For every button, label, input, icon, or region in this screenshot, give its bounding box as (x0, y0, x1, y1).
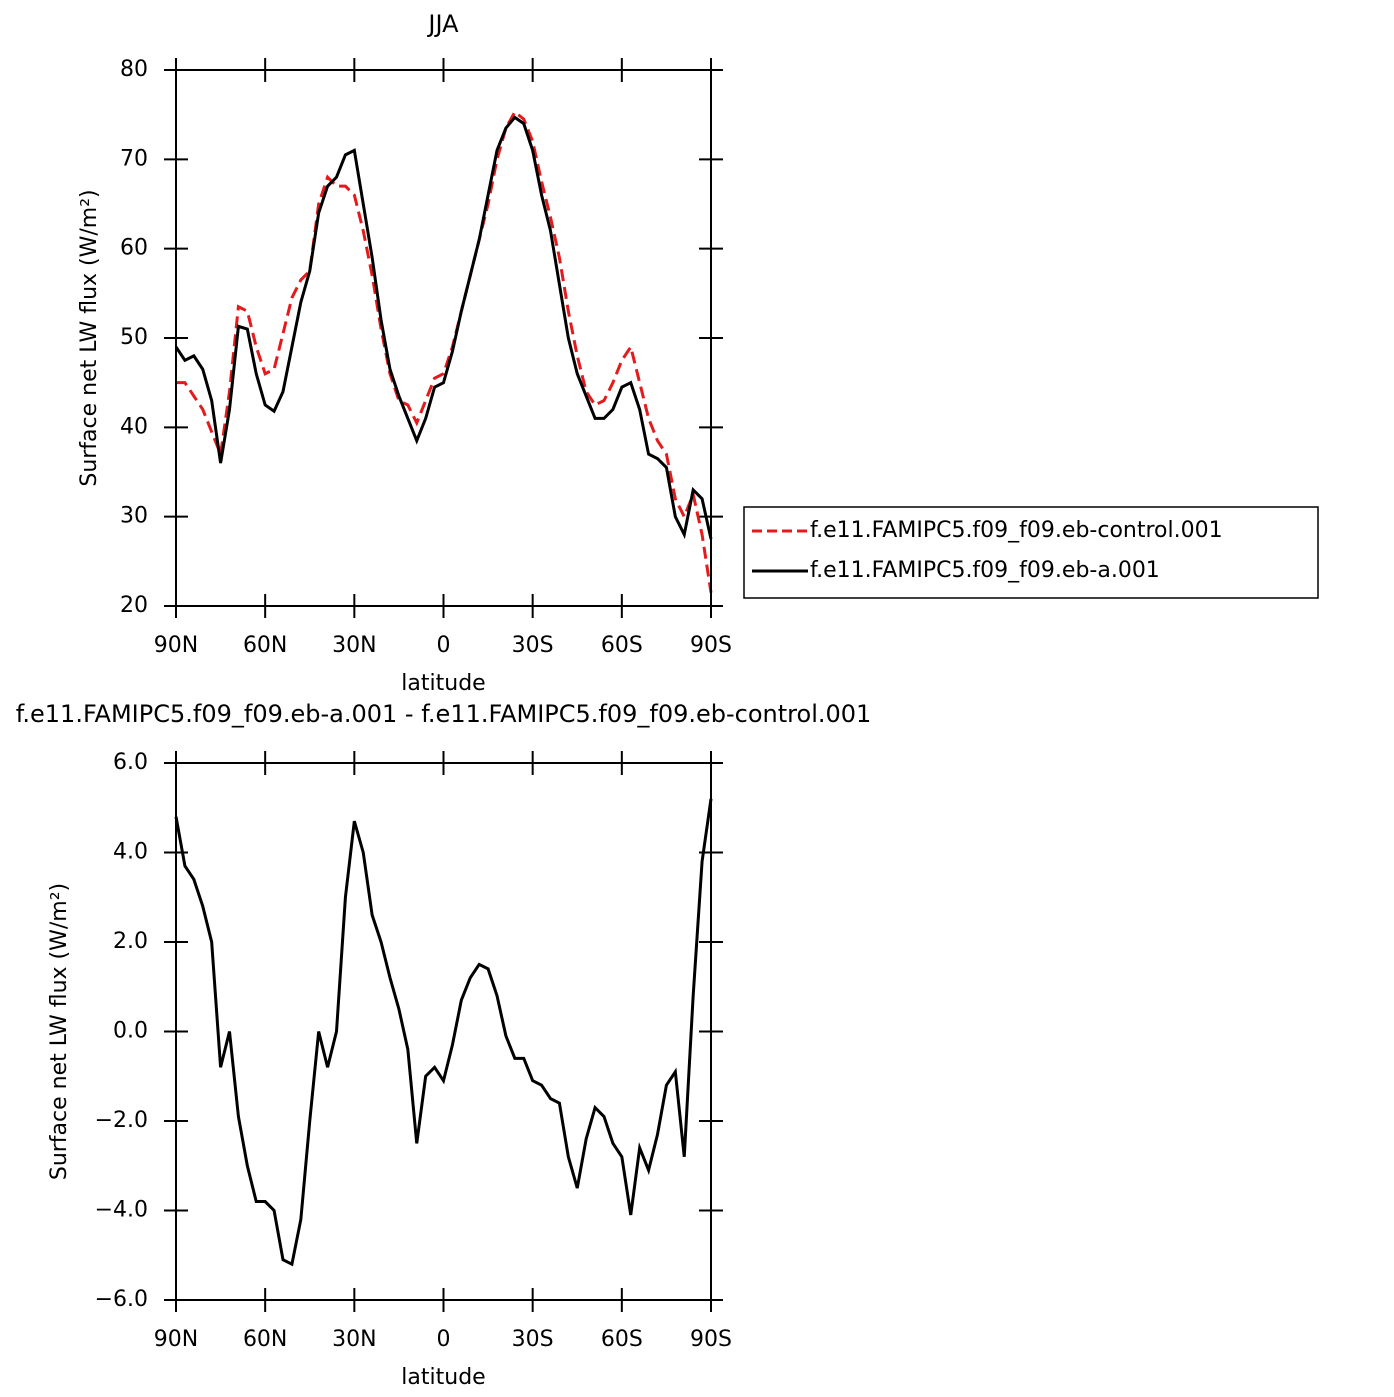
x-tick-label: 30N (332, 1327, 376, 1352)
x-tick-label: 60S (601, 1327, 643, 1352)
x-tick-label: 30S (512, 1327, 554, 1352)
y-tick-label: 60 (120, 236, 148, 261)
plot-frame (175, 762, 712, 1301)
y-tick-label: 50 (120, 325, 148, 350)
y-tick-label: 4.0 (113, 840, 148, 865)
x-tick-label: 90S (690, 633, 732, 658)
data-line (174, 798, 713, 1267)
x-tick-label: 90N (154, 633, 198, 658)
y-tick-label: −6.0 (95, 1287, 148, 1312)
x-tick-label: 90S (690, 1327, 732, 1352)
legend-label: f.e11.FAMIPC5.f09_f09.eb-control.001 (810, 518, 1223, 543)
x-tick-label: 90N (154, 1327, 198, 1352)
legend-label: f.e11.FAMIPC5.f09_f09.eb-a.001 (810, 558, 1160, 583)
x-axis-label: latitude (401, 671, 485, 696)
x-tick-label: 60N (243, 1327, 287, 1352)
y-tick-label: 20 (120, 593, 148, 618)
data-line (174, 115, 713, 540)
y-tick-label: 6.0 (113, 750, 148, 775)
x-tick-label: 30S (512, 633, 554, 658)
y-tick-label: 70 (120, 146, 148, 171)
x-axis-label: latitude (401, 1365, 485, 1390)
y-axis-label: Surface net LW flux (W/m²) (47, 883, 72, 1180)
x-tick-label: 0 (437, 1327, 451, 1352)
y-tick-label: 2.0 (113, 929, 148, 954)
x-tick-label: 60S (601, 633, 643, 658)
legend-box (743, 506, 1319, 599)
x-tick-label: 0 (437, 633, 451, 658)
x-tick-label: 30N (332, 633, 376, 658)
y-tick-label: 30 (120, 504, 148, 529)
chart-title: f.e11.FAMIPC5.f09_f09.eb-a.001 - f.e11.F… (16, 700, 872, 728)
y-tick-label: −2.0 (95, 1108, 148, 1133)
plot-frame (175, 69, 712, 607)
y-tick-label: 0.0 (113, 1019, 148, 1044)
chart-title: JJA (426, 10, 459, 38)
y-axis-label: Surface net LW flux (W/m²) (77, 189, 102, 486)
y-tick-label: 40 (120, 414, 148, 439)
y-tick-label: 80 (120, 57, 148, 82)
data-line (176, 109, 713, 593)
y-tick-label: −4.0 (95, 1198, 148, 1223)
x-tick-label: 60N (243, 633, 287, 658)
